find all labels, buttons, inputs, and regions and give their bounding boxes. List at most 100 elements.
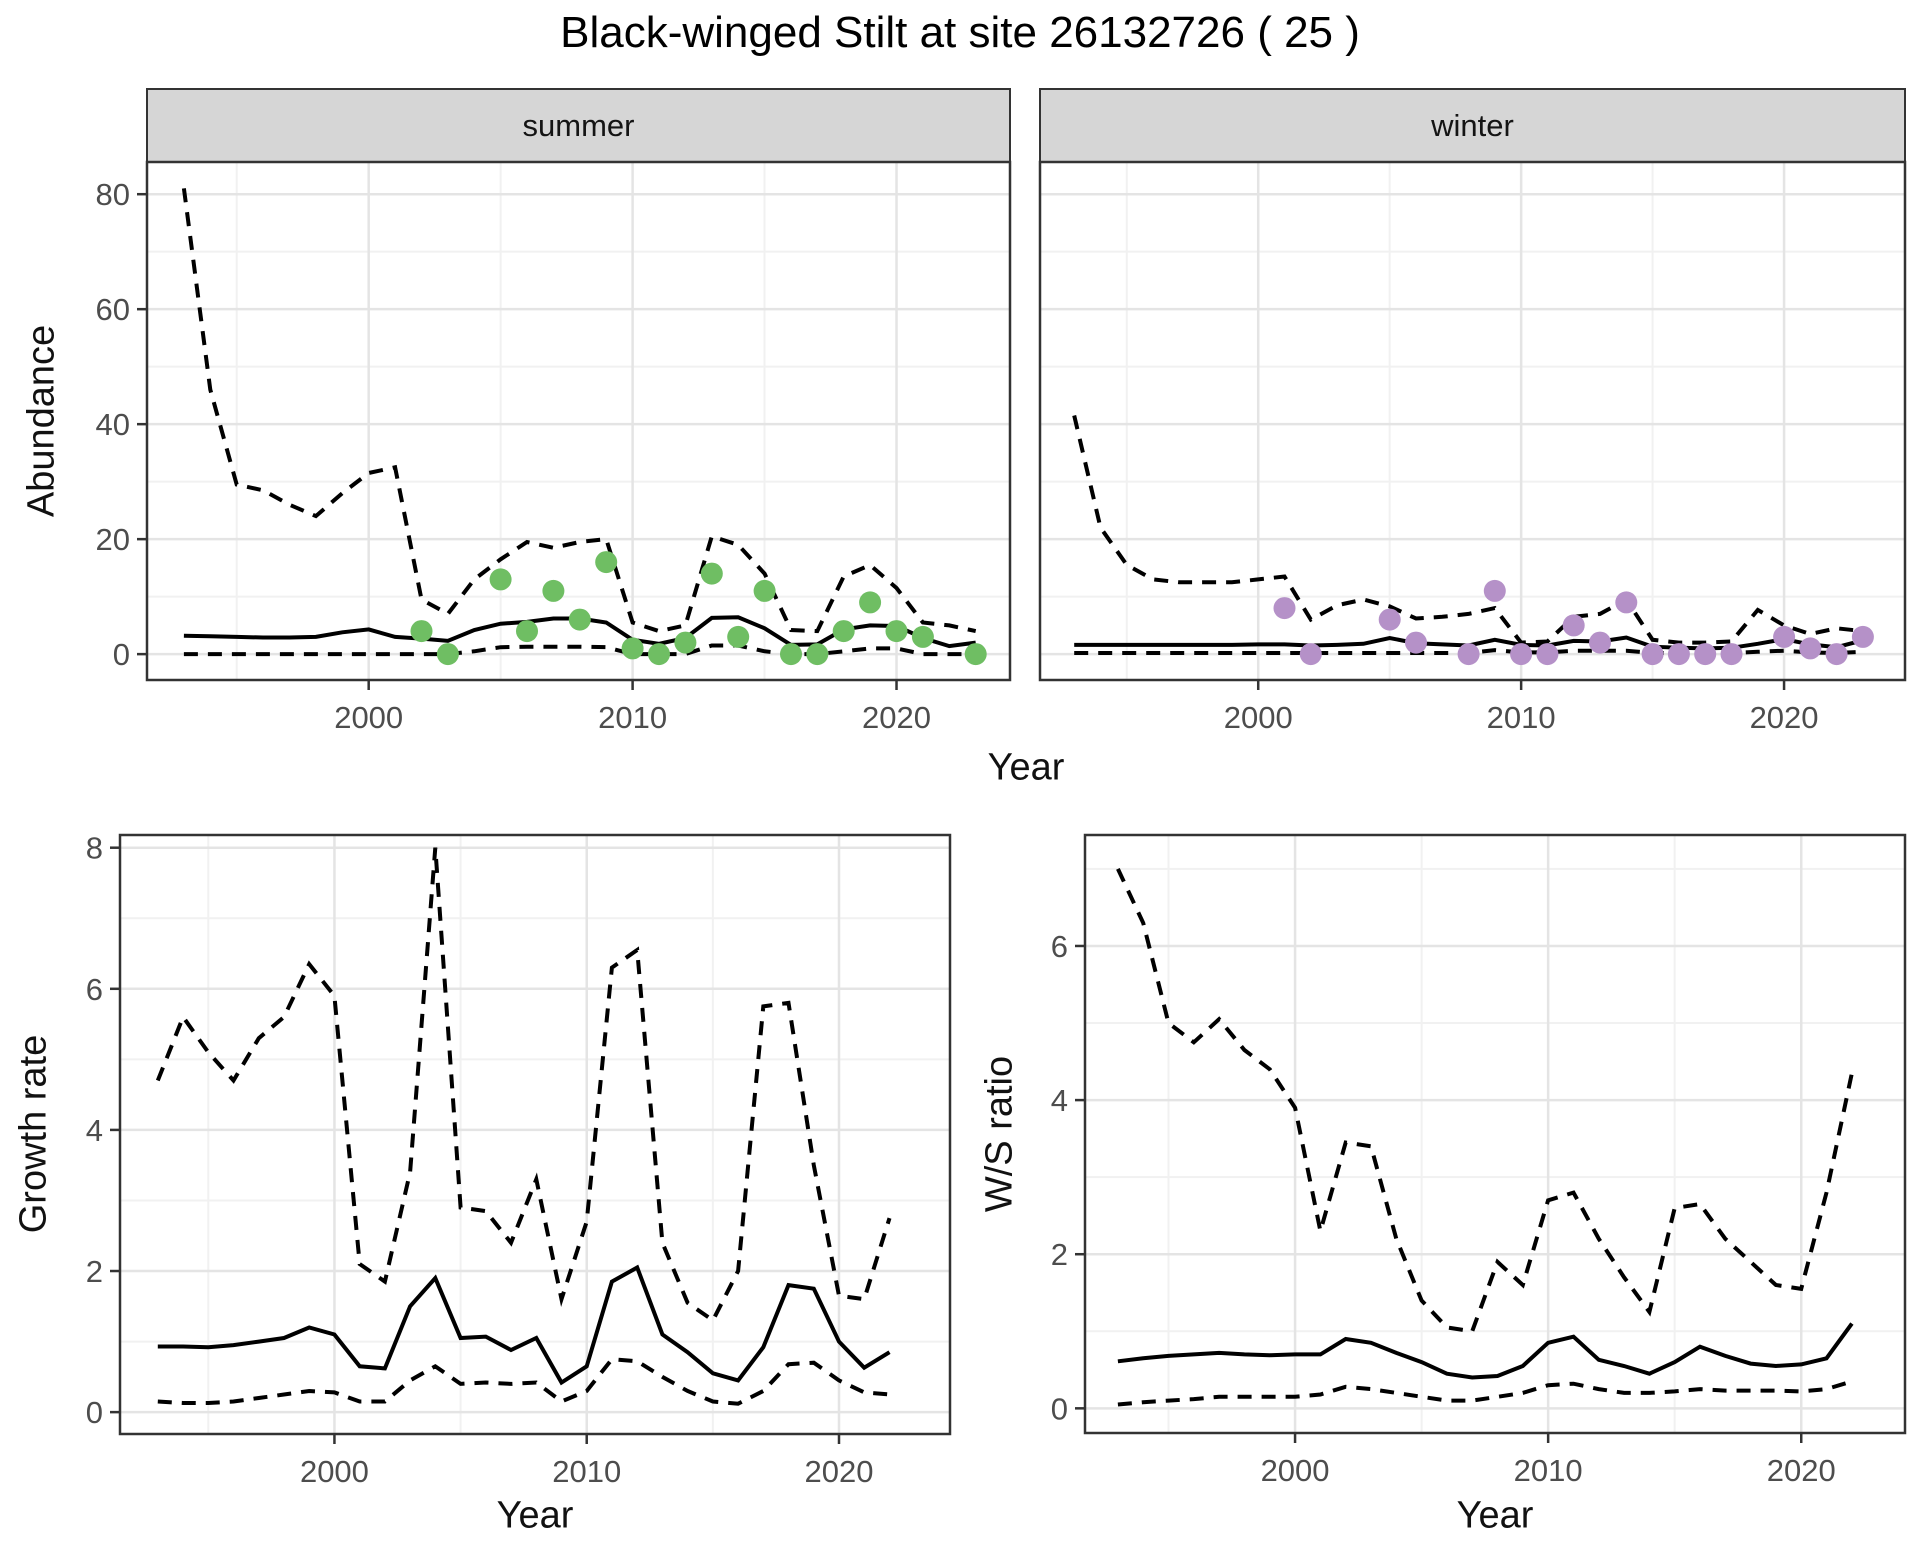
grid-major	[1085, 835, 1905, 1433]
data-point	[832, 620, 855, 643]
x-axis-title-year-growth: Year	[496, 1494, 574, 1537]
x-tick-label: 2010	[552, 1454, 621, 1489]
axis-ticks: 2000 2010 2020 0 20 40 60 80	[96, 177, 931, 735]
data-point	[1589, 631, 1611, 654]
y-tick-label: 20	[96, 522, 130, 557]
data-point	[568, 608, 591, 631]
data-point	[1483, 579, 1506, 602]
x-tick-label: 2000	[334, 700, 403, 735]
data-point	[1694, 643, 1717, 666]
y-tick-label: 0	[86, 1395, 103, 1430]
grid-minor	[1085, 835, 1905, 1433]
x-tick-label: 2020	[805, 1454, 874, 1489]
x-tick-label: 2000	[300, 1454, 369, 1489]
data-point	[1799, 637, 1822, 660]
axis-ticks: 2000 2010 2020 0 2 4 6	[1051, 929, 1836, 1488]
data-point	[753, 579, 776, 602]
data-point	[436, 643, 459, 666]
data-point	[964, 643, 987, 666]
panel-background	[1040, 162, 1905, 680]
grid-minor	[147, 162, 1010, 680]
data-point	[410, 620, 433, 643]
y-axis-title-ws-ratio: W/S ratio	[978, 1055, 1021, 1213]
x-tick-label: 2000	[1261, 1453, 1330, 1488]
grid-minor	[120, 835, 950, 1434]
data-point	[1773, 625, 1796, 648]
series-ci-upper-97-5	[1072, 415, 1864, 645]
chart-title: Black-winged Stilt at site 26132726 ( 25…	[560, 8, 1360, 57]
grid-major	[120, 835, 950, 1434]
y-tick-label: 80	[96, 177, 130, 212]
observed-counts-summer	[410, 551, 987, 666]
y-tick-label: 6	[1051, 929, 1068, 964]
series-ci-upper-97-5	[155, 847, 892, 1324]
x-tick-label: 2020	[1767, 1453, 1836, 1488]
data-point	[489, 568, 512, 591]
panel-border	[145, 160, 1012, 682]
series-median	[157, 1264, 891, 1386]
data-point	[1273, 597, 1296, 620]
y-tick-label: 0	[1051, 1391, 1068, 1426]
data-point	[1851, 625, 1874, 648]
panel-growth-rate: 2000 2010 2020 0 2 4 6 8	[86, 831, 952, 1489]
facet-strip-winter: winter	[1039, 88, 1906, 164]
data-point	[1299, 643, 1322, 666]
data-point	[621, 637, 644, 660]
series-ci-upper-97-5	[1116, 868, 1854, 1334]
series-ci-lower-2-5	[1117, 1379, 1853, 1407]
data-point	[859, 591, 882, 614]
x-axis-title-year-ws: Year	[1456, 1494, 1534, 1537]
panel-abundance-summer: 2000 2010 2020 0 20 40 60 80	[96, 160, 1012, 735]
data-point	[727, 625, 750, 648]
x-tick-label: 2020	[1750, 700, 1819, 735]
x-tick-label: 2010	[1487, 700, 1556, 735]
data-point	[1720, 643, 1743, 666]
data-point	[1405, 631, 1427, 654]
y-tick-label: 8	[86, 831, 103, 866]
panel-border	[118, 833, 952, 1436]
facet-strip-summer-label: summer	[522, 108, 635, 143]
data-point	[674, 631, 697, 654]
x-tick-label: 2010	[598, 700, 667, 735]
data-point	[780, 643, 802, 666]
series-ci-lower-2-5	[157, 1357, 890, 1406]
series-ci-upper-97-5	[181, 188, 977, 634]
x-tick-label: 2010	[1514, 1453, 1583, 1488]
facet-strip-summer: summer	[146, 88, 1011, 164]
data-point	[1667, 643, 1690, 666]
series-ci-lower-2-5	[183, 643, 976, 657]
axis-ticks: 2000 2010 2020	[1224, 680, 1819, 735]
y-tick-label: 4	[1051, 1083, 1068, 1118]
panel-ws-ratio: 2000 2010 2020 0 2 4 6	[1051, 833, 1907, 1488]
y-tick-label: 6	[86, 972, 103, 1007]
y-tick-label: 40	[96, 407, 130, 442]
panel-background	[120, 835, 950, 1434]
observed-counts-winter	[1273, 579, 1874, 666]
data-point	[911, 625, 934, 648]
panel-border	[1038, 160, 1907, 682]
grid-minor	[1040, 162, 1905, 680]
y-tick-label: 0	[113, 637, 130, 672]
data-point	[516, 620, 538, 643]
data-point	[806, 643, 829, 666]
y-axis-title-growth-rate: Growth rate	[12, 1034, 55, 1234]
data-point	[648, 643, 670, 666]
panel-background	[1085, 835, 1905, 1433]
data-point	[1825, 643, 1848, 666]
data-point	[1536, 643, 1559, 666]
y-tick-label: 60	[96, 292, 130, 327]
data-point	[542, 579, 565, 602]
data-point	[1510, 643, 1533, 666]
axis-ticks: 2000 2010 2020 0 2 4 6 8	[86, 831, 874, 1489]
data-point	[700, 562, 723, 585]
x-axis-title-year-top: Year	[987, 746, 1065, 789]
data-point	[1641, 643, 1664, 666]
series-median	[1117, 1322, 1854, 1380]
y-tick-label: 2	[1051, 1237, 1068, 1272]
facet-strip-winter-label: winter	[1431, 108, 1514, 143]
data-point	[1378, 608, 1401, 631]
x-tick-label: 2000	[1224, 700, 1293, 735]
y-axis-title-abundance: Abundance	[20, 324, 63, 518]
x-tick-label: 2020	[862, 700, 931, 735]
